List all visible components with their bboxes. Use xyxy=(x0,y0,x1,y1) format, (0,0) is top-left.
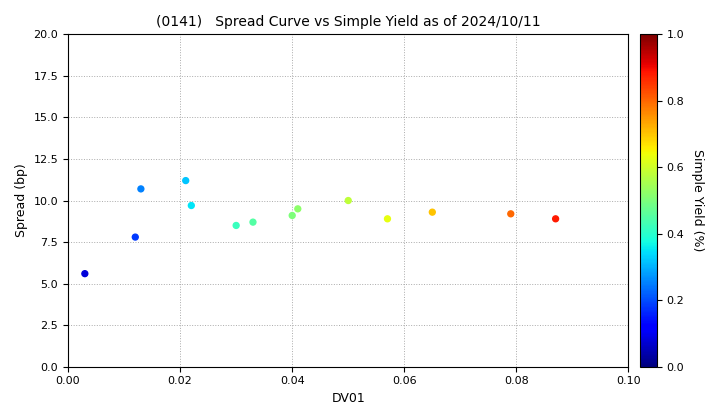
Y-axis label: Spread (bp): Spread (bp) xyxy=(15,164,28,237)
Point xyxy=(343,197,354,204)
Point xyxy=(180,177,192,184)
Point xyxy=(505,210,516,217)
X-axis label: DV01: DV01 xyxy=(331,392,365,405)
Point xyxy=(292,205,304,212)
Y-axis label: Simple Yield (%): Simple Yield (%) xyxy=(691,150,704,252)
Point xyxy=(230,222,242,229)
Point xyxy=(79,270,91,277)
Point xyxy=(186,202,197,209)
Point xyxy=(135,186,147,192)
Point xyxy=(130,234,141,241)
Point xyxy=(382,215,393,222)
Point xyxy=(287,212,298,219)
Point xyxy=(550,215,562,222)
Title: (0141)   Spread Curve vs Simple Yield as of 2024/10/11: (0141) Spread Curve vs Simple Yield as o… xyxy=(156,15,541,29)
Point xyxy=(247,219,258,226)
Point xyxy=(426,209,438,215)
